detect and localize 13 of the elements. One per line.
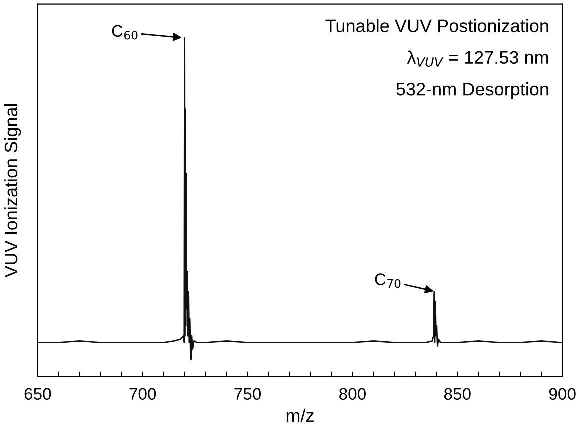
x-tick-label: 750 — [234, 388, 262, 400]
x-tick-label: 650 — [24, 388, 52, 400]
text: Tunable VUV Postionization — [326, 19, 548, 32]
x-tick-label: 850 — [444, 388, 471, 400]
annotation: C$_{60}$ — [112, 25, 138, 40]
annotation: 532-nm Desorption — [396, 82, 548, 100]
annotation: λ$_{VUV}$ = 127.53 nm — [407, 50, 548, 68]
x-tick-label: 700 — [130, 388, 156, 400]
y-axis-title: VUV Ionization Signal — [4, 104, 22, 278]
annotation: C$_{70}$ — [375, 274, 401, 288]
x-tick-label: 900 — [549, 388, 576, 400]
x-tick-label: 800 — [340, 388, 366, 400]
x-axis-title: m/z — [286, 408, 314, 422]
